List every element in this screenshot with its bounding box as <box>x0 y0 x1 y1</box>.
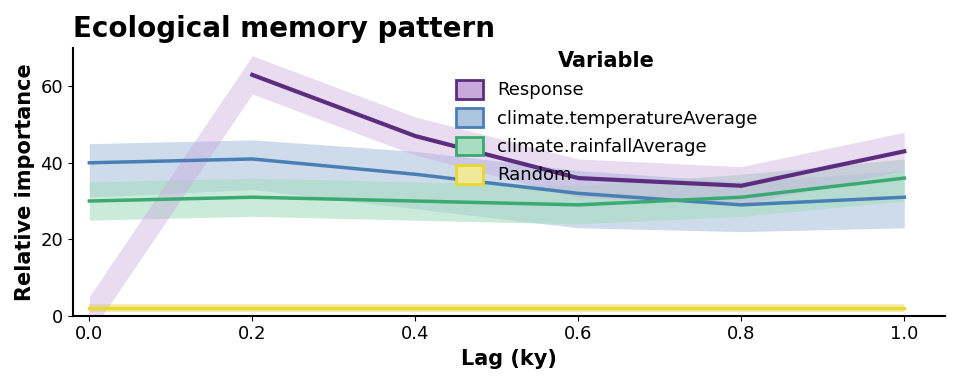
Legend: Response, climate.temperatureAverage, climate.rainfallAverage, Random: Response, climate.temperatureAverage, cl… <box>448 44 764 192</box>
Text: Ecological memory pattern: Ecological memory pattern <box>73 15 495 43</box>
X-axis label: Lag (ky): Lag (ky) <box>461 349 557 369</box>
Y-axis label: Relative importance: Relative importance <box>15 63 35 301</box>
